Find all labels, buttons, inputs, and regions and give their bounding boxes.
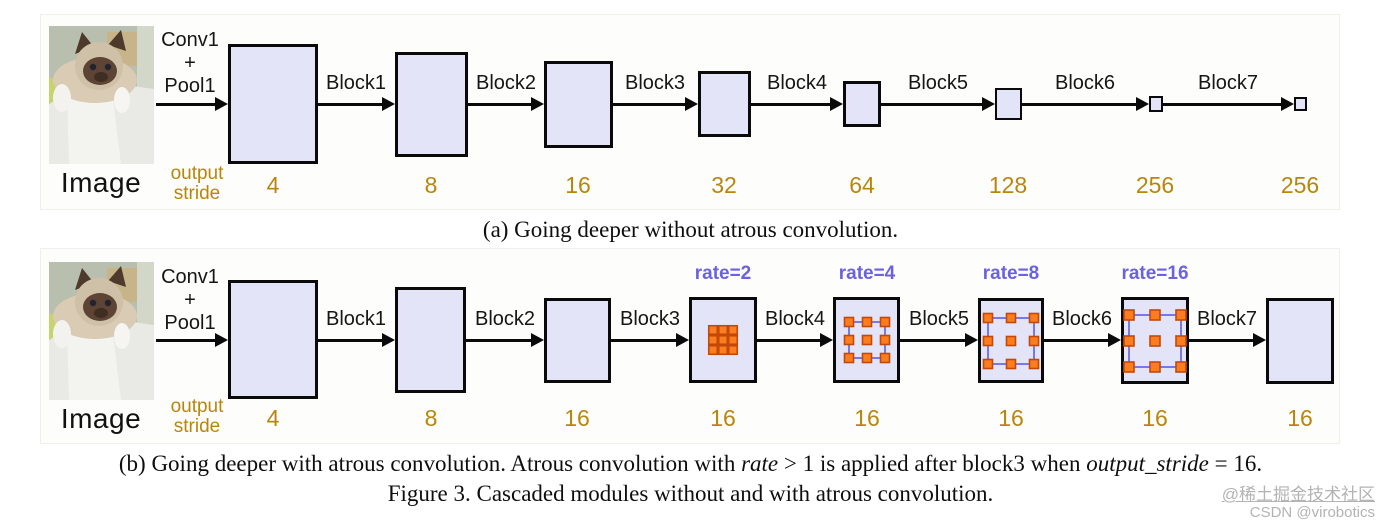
stride-value: 16 [565, 172, 591, 198]
block2-label: Block2 [475, 72, 537, 94]
panel-without-atrous: Image Conv1 + Pool1 Block1 Block2 Block3… [40, 14, 1340, 210]
stride-value: 32 [711, 172, 737, 198]
output-stride-label: output stride [170, 163, 224, 204]
block7-label: Block7 [1196, 308, 1258, 330]
arrow-image-to-block [156, 333, 228, 347]
arrow-block3 [611, 333, 689, 347]
feature-map-os4 [228, 280, 318, 399]
feature-map-os16 [544, 61, 613, 148]
arrow-block2 [468, 97, 544, 111]
rate16-label: rate=16 [1121, 263, 1189, 284]
feature-map-rate16 [1121, 297, 1189, 384]
cat-photo [49, 26, 154, 164]
arrow-block3 [613, 97, 698, 111]
caption-panel-a: (a) Going deeper without atrous convolut… [482, 217, 899, 242]
feature-map-os16 [544, 298, 611, 383]
rate8-label: rate=8 [982, 263, 1040, 284]
stride-value: 16 [998, 405, 1024, 431]
block4-label: Block4 [766, 72, 828, 94]
feature-map-os256 [1149, 96, 1163, 112]
block3-label: Block3 [619, 308, 681, 330]
feature-map-os8 [395, 287, 466, 393]
stride-value: 8 [424, 405, 438, 431]
arrow-block2 [466, 333, 544, 347]
block1-label: Block1 [325, 308, 387, 330]
stride-value: 128 [988, 172, 1028, 198]
image-label: Image [60, 403, 142, 434]
feature-map-os8 [395, 52, 468, 157]
feature-map-rate4 [833, 297, 900, 383]
arrow-block7 [1162, 97, 1294, 111]
atrous-sampling-grid-rate8 [982, 312, 1040, 369]
watermark-line1: @稀土掘金技术社区 [1221, 485, 1375, 504]
block5-label: Block5 [907, 72, 969, 94]
watermark: @稀土掘金技术社区 CSDN @virobotics [1222, 486, 1375, 521]
stride-value: 256 [1280, 172, 1320, 198]
stride-value: 16 [710, 405, 736, 431]
atrous-sampling-grid-rate2 [707, 324, 739, 356]
feature-map-os256-final [1294, 97, 1307, 111]
stride-value: 16 [1142, 405, 1168, 431]
arrow-block5 [881, 97, 995, 111]
stride-value: 256 [1135, 172, 1175, 198]
stride-value: 16 [564, 405, 590, 431]
figure-caption: Figure 3. Cascaded modules without and w… [387, 481, 994, 506]
watermark-line2: CSDN @virobotics [1249, 504, 1375, 521]
image-label: Image [60, 167, 142, 198]
output-stride-label: output stride [170, 396, 224, 437]
arrow-block1 [318, 97, 395, 111]
conv1-pool1-label: Conv1 + Pool1 [161, 266, 219, 334]
feature-map-rate2 [689, 297, 757, 383]
arrow-block6 [1044, 333, 1121, 347]
block2-label: Block2 [474, 308, 536, 330]
stride-value: 8 [424, 172, 438, 198]
feature-map-os128 [995, 88, 1022, 120]
conv1-pool1-label: Conv1 + Pool1 [161, 29, 219, 97]
arrow-block1 [318, 333, 395, 347]
atrous-sampling-grid-rate4 [843, 316, 890, 364]
feature-map-os64 [843, 81, 881, 127]
caption-panel-b: (b) Going deeper with atrous convolution… [118, 451, 1263, 476]
math-rate: rate [741, 451, 779, 476]
block1-label: Block1 [325, 72, 387, 94]
block7-label: Block7 [1197, 72, 1259, 94]
math-output-stride: output_stride [1086, 451, 1209, 476]
block5-label: Block5 [908, 308, 970, 330]
cat-photo [49, 262, 154, 400]
stride-value: 64 [849, 172, 875, 198]
stride-value: 16 [854, 405, 880, 431]
feature-map-final [1266, 298, 1334, 384]
arrow-block6 [1022, 97, 1149, 111]
stride-value: 4 [266, 172, 280, 198]
stride-value: 4 [266, 405, 280, 431]
arrow-block7 [1189, 333, 1266, 347]
feature-map-rate8 [978, 298, 1044, 383]
arrow-block5 [900, 333, 978, 347]
rate4-label: rate=4 [838, 263, 896, 284]
block4-label: Block4 [764, 308, 826, 330]
atrous-sampling-grid-rate16 [1123, 308, 1187, 373]
panel-with-atrous: Image Conv1 + Pool1 rate=2 rate=4 rate=8… [40, 248, 1340, 444]
feature-map-os4 [228, 44, 318, 164]
block6-label: Block6 [1054, 72, 1116, 94]
feature-map-os32 [698, 71, 751, 137]
stride-value: 16 [1287, 405, 1313, 431]
arrow-block4 [751, 97, 843, 111]
arrow-image-to-block [156, 97, 228, 111]
block3-label: Block3 [624, 72, 686, 94]
rate2-label: rate=2 [694, 263, 752, 284]
arrow-block4 [757, 333, 833, 347]
block6-label: Block6 [1051, 308, 1113, 330]
